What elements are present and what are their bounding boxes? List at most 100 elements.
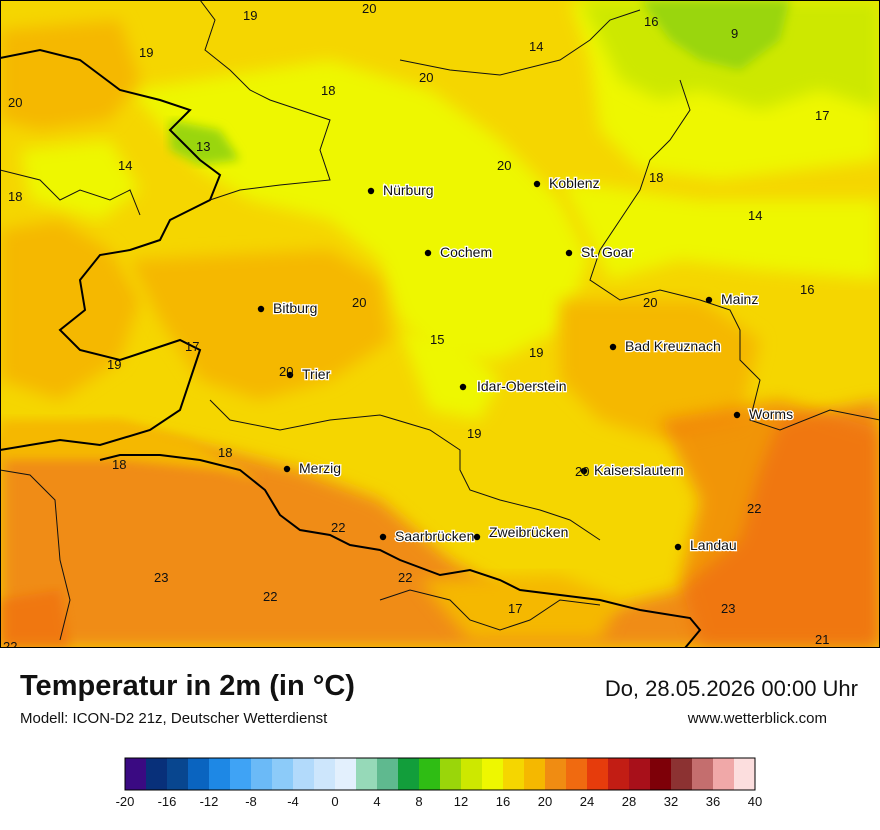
legend-swatch: [146, 758, 168, 790]
legend-swatch: [503, 758, 525, 790]
temperature-value: 22: [3, 639, 17, 648]
city-koblenz[interactable]: Koblenz: [533, 174, 601, 192]
temperature-value: 14: [118, 158, 132, 173]
legend-tick-label: 20: [538, 794, 552, 809]
temperature-value: 22: [398, 570, 412, 585]
legend-swatch: [608, 758, 630, 790]
temperature-value: 20: [643, 295, 657, 310]
city-cochem[interactable]: Cochem: [424, 243, 493, 261]
city-zweibruecken[interactable]: Zweibrücken: [473, 523, 570, 541]
legend-swatch: [230, 758, 252, 790]
city-landau[interactable]: Landau: [674, 536, 738, 554]
legend-swatch: [524, 758, 546, 790]
svg-text:Bad Kreuznach: Bad Kreuznach: [625, 338, 721, 354]
legend-tick-label: 8: [415, 794, 422, 809]
page-title: Temperatur in 2m (in °C): [20, 670, 355, 702]
legend-swatch: [734, 758, 756, 790]
legend-tick-label: 12: [454, 794, 468, 809]
legend-tick-label: 40: [748, 794, 762, 809]
temperature-value: 16: [800, 282, 814, 297]
svg-text:Zweibrücken: Zweibrücken: [489, 524, 568, 540]
temperature-value: 22: [331, 520, 345, 535]
color-scale-legend: -20 -16 -12 -8 -4 0 4 8 12 16 20 24 28 32 36 40: [116, 757, 762, 809]
city-kaiserslautern[interactable]: Kaiserslautern: [580, 461, 685, 479]
legend-swatch: [692, 758, 714, 790]
temperature-value: 20: [497, 158, 511, 173]
temperature-value: 18: [112, 457, 126, 472]
temperature-value: 23: [154, 570, 168, 585]
legend-swatch: [650, 758, 672, 790]
legend-swatch: [314, 758, 336, 790]
svg-text:Worms: Worms: [749, 406, 793, 422]
city-merzig[interactable]: Merzig: [283, 459, 342, 477]
temperature-value: 18: [8, 189, 22, 204]
legend-tick-label: 36: [706, 794, 720, 809]
legend-tick-label: -16: [158, 794, 177, 809]
city-nuerburg[interactable]: Nürburg: [367, 181, 435, 199]
temperature-value: 17: [508, 601, 522, 616]
legend-swatch: [272, 758, 294, 790]
legend-tick-label: -8: [245, 794, 257, 809]
temperature-value: 19: [107, 357, 121, 372]
legend-swatch: [335, 758, 357, 790]
legend-swatch: [188, 758, 210, 790]
legend-swatch: [125, 758, 147, 790]
temperature-value: 19: [139, 45, 153, 60]
city-trier[interactable]: Trier: [286, 365, 332, 383]
svg-text:Merzig: Merzig: [299, 460, 341, 476]
temperature-value: 20: [362, 1, 376, 16]
legend-tick-label: -20: [116, 794, 135, 809]
svg-text:Saarbrücken: Saarbrücken: [395, 528, 474, 544]
svg-text:St. Goar: St. Goar: [581, 244, 633, 260]
svg-text:Mainz: Mainz: [721, 291, 758, 307]
legend-tick-label: -4: [287, 794, 299, 809]
temperature-value: 14: [748, 208, 762, 223]
legend-tick-label: 24: [580, 794, 594, 809]
city-worms[interactable]: Worms: [733, 405, 794, 423]
temperature-value: 9: [731, 26, 738, 41]
legend-tick-label: -12: [200, 794, 219, 809]
temperature-value: 19: [529, 345, 543, 360]
svg-text:Idar-Oberstein: Idar-Oberstein: [477, 378, 566, 394]
svg-text:Nürburg: Nürburg: [383, 182, 434, 198]
legend-tick-label: 32: [664, 794, 678, 809]
legend-swatch: [419, 758, 441, 790]
legend-swatch: [461, 758, 483, 790]
legend-tick-label: 0: [331, 794, 338, 809]
svg-text:Trier: Trier: [302, 366, 331, 382]
legend-swatch: [545, 758, 567, 790]
temperature-value: 15: [430, 332, 444, 347]
legend-swatch: [440, 758, 462, 790]
legend-swatch: [167, 758, 189, 790]
website-link[interactable]: www.wetterblick.com: [687, 710, 827, 727]
legend-swatch: [377, 758, 399, 790]
forecast-datetime: Do, 28.05.2026 00:00 Uhr: [604, 676, 858, 701]
city-st-goar[interactable]: St. Goar: [565, 243, 635, 261]
legend-frame: [124, 757, 756, 791]
temperature-value: 17: [815, 108, 829, 123]
temperature-value: 22: [263, 589, 277, 604]
temperature-value: 22: [747, 501, 761, 516]
svg-text:Kaiserslautern: Kaiserslautern: [594, 462, 684, 478]
city-bad-kreuznach[interactable]: Bad Kreuznach: [609, 337, 722, 355]
legend-swatch: [251, 758, 273, 790]
city-idar-oberstein[interactable]: Idar-Oberstein: [459, 377, 568, 395]
temperature-value: 20: [575, 464, 589, 479]
temperature-field: [0, 0, 880, 648]
legend-swatch: [629, 758, 651, 790]
country-borders: [0, 48, 702, 648]
legend-swatch: [209, 758, 231, 790]
svg-text:Bitburg: Bitburg: [273, 300, 317, 316]
city-bitburg[interactable]: Bitburg: [257, 299, 319, 317]
temperature-value: 23: [721, 601, 735, 616]
legend-tick-label: 4: [373, 794, 380, 809]
temperature-value: 20: [8, 95, 22, 110]
city-saarbruecken[interactable]: Saarbrücken: [379, 527, 476, 545]
temperature-value: 18: [649, 170, 663, 185]
legend-swatch: [671, 758, 693, 790]
svg-text:Cochem: Cochem: [440, 244, 492, 260]
temperature-value: 20: [419, 70, 433, 85]
model-subtitle: Modell: ICON-D2 21z, Deutscher Wetterdie…: [20, 710, 328, 727]
city-mainz[interactable]: Mainz: [705, 290, 760, 308]
temperature-value: 18: [321, 83, 335, 98]
